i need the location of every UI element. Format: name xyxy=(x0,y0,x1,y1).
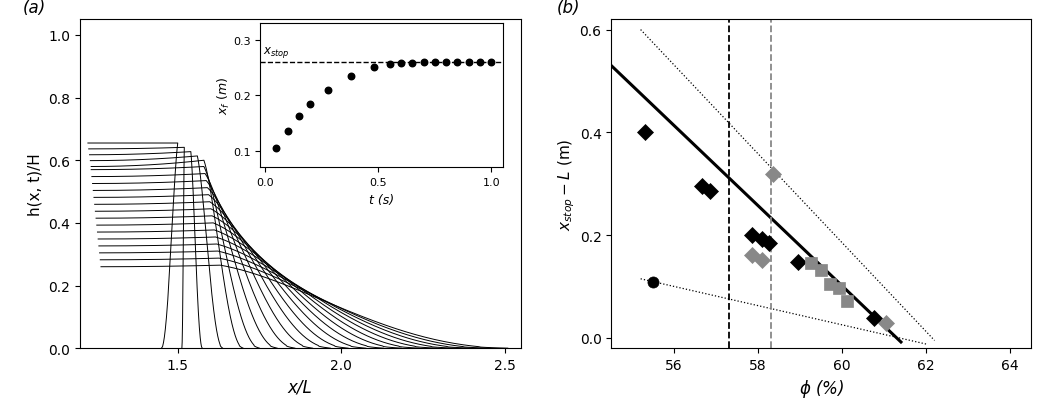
Point xyxy=(438,60,455,66)
Point xyxy=(342,74,359,80)
Point xyxy=(460,60,477,66)
Text: $x_{stop}$: $x_{stop}$ xyxy=(263,45,289,60)
Point xyxy=(483,60,500,66)
Point xyxy=(320,87,337,94)
X-axis label: $\phi$ (%): $\phi$ (%) xyxy=(798,377,844,399)
Y-axis label: $x_f\ (m)$: $x_f\ (m)$ xyxy=(216,77,232,115)
Text: (a): (a) xyxy=(22,0,46,17)
Point xyxy=(426,60,443,66)
Point xyxy=(366,64,383,70)
Point xyxy=(302,101,319,108)
Y-axis label: $x_{stop} - L\ \mathrm{(m)}$: $x_{stop} - L\ \mathrm{(m)}$ xyxy=(556,138,577,230)
Point xyxy=(290,114,307,120)
X-axis label: t (s): t (s) xyxy=(369,193,394,206)
Y-axis label: h(x, t)/H: h(x, t)/H xyxy=(28,153,43,215)
Point xyxy=(472,60,489,66)
Point xyxy=(415,60,432,66)
Point xyxy=(392,61,409,67)
Point xyxy=(404,60,421,67)
Point xyxy=(449,60,466,66)
Point xyxy=(268,145,285,152)
Point xyxy=(280,129,297,135)
Text: (b): (b) xyxy=(557,0,580,17)
X-axis label: x/L: x/L xyxy=(288,377,313,395)
Point xyxy=(381,62,398,68)
